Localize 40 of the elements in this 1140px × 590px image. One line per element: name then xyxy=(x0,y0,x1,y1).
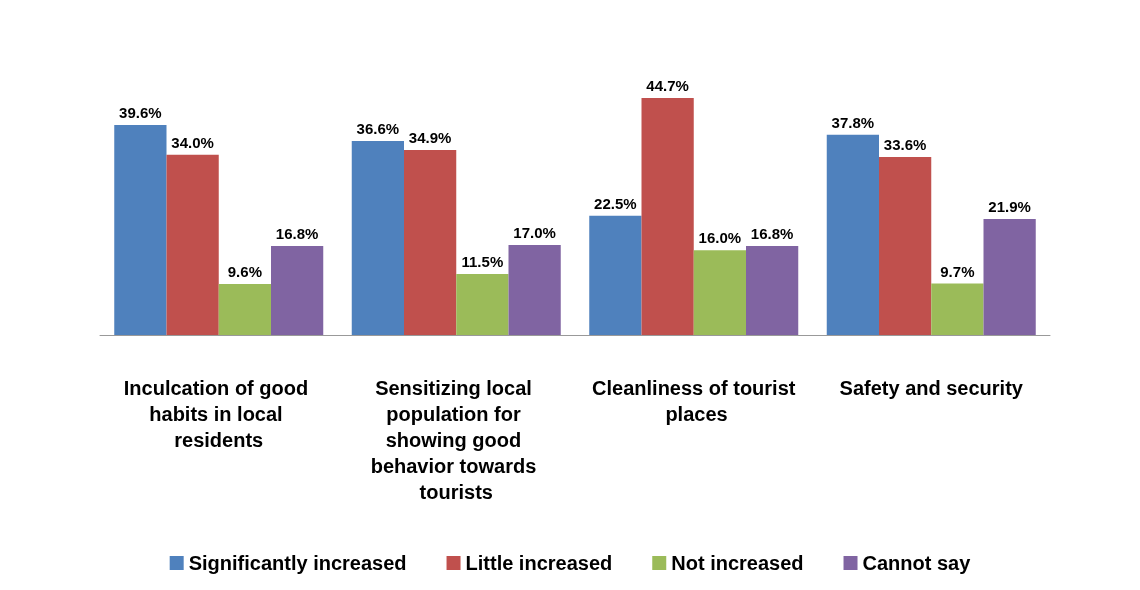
data-label: 34.9% xyxy=(408,129,452,147)
legend-label: Little increased xyxy=(465,552,613,574)
data-label: 33.6% xyxy=(883,135,927,153)
legend-label: Significantly increased xyxy=(188,552,407,574)
bar xyxy=(826,134,879,335)
data-label: 21.9% xyxy=(988,197,1031,215)
x-tick-label: Inculcation of good habits in local residents xyxy=(123,377,314,451)
bar xyxy=(983,218,1036,335)
bar xyxy=(879,156,932,335)
bar xyxy=(271,245,324,335)
data-label: 22.5% xyxy=(594,194,637,212)
data-label: 17.0% xyxy=(513,223,556,241)
data-label: 44.7% xyxy=(646,77,689,95)
bar xyxy=(508,244,561,335)
data-label: 11.5% xyxy=(461,253,504,271)
bar xyxy=(351,141,404,335)
legend-label: Not increased xyxy=(671,552,804,574)
bar xyxy=(931,283,984,335)
data-label: 16.8% xyxy=(750,224,794,242)
data-label: 37.8% xyxy=(831,113,875,131)
bar xyxy=(218,284,271,335)
bar xyxy=(589,215,642,335)
data-label: 36.6% xyxy=(356,120,400,138)
x-tick-label: Safety and security xyxy=(839,377,1024,399)
bar xyxy=(746,245,799,335)
bar xyxy=(641,98,694,335)
data-label: 16.0% xyxy=(698,229,742,247)
x-tick-label: Sensitizing local population for showing good behavior towards tourists xyxy=(370,377,542,503)
data-label: 34.0% xyxy=(171,133,214,151)
bar xyxy=(404,150,457,335)
data-label: 16.8% xyxy=(275,224,319,242)
data-label: 9.7% xyxy=(940,262,975,280)
x-tick-label: Cleanliness of tourist places xyxy=(592,377,796,425)
bar xyxy=(166,154,219,335)
bar xyxy=(693,250,746,335)
data-label: 9.6% xyxy=(227,263,262,281)
data-label: 39.6% xyxy=(119,104,162,122)
bar xyxy=(114,125,167,335)
bar xyxy=(456,274,509,335)
legend-label: Cannot say xyxy=(862,552,972,574)
